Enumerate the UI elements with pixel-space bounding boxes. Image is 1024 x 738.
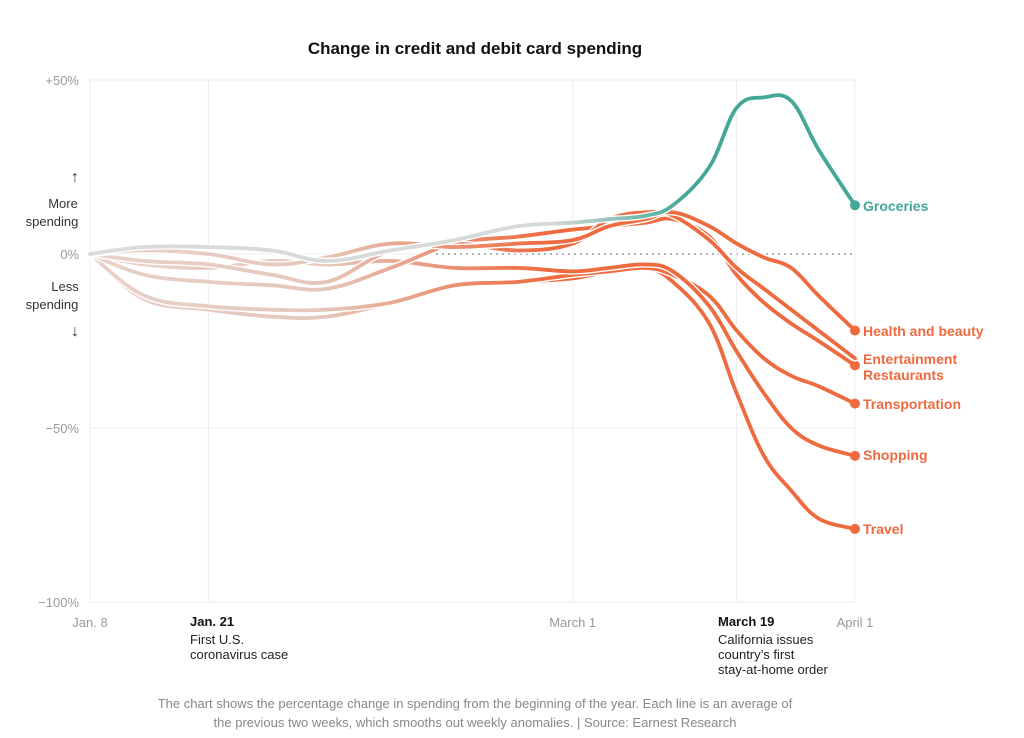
y-axis-ticks: +50% 0% −50% −100% (38, 73, 79, 610)
footnote-line-1: The chart shows the percentage change in… (158, 696, 793, 711)
series-line-travel (88, 252, 857, 531)
less-label-1: Less (51, 279, 79, 294)
up-arrow-icon: ↑ (71, 169, 79, 186)
series-line-health-and-beauty (88, 210, 857, 333)
series-label-travel: Travel (863, 521, 903, 537)
series-label-transportation: Transportation (863, 396, 961, 412)
series-end-dot (850, 360, 860, 371)
annotation-line: coronavirus case (190, 647, 288, 662)
x-tick-label: Jan. 8 (72, 615, 107, 630)
series-label-shopping: Shopping (863, 447, 928, 463)
footnote-line-2: the previous two weeks, which smooths ou… (214, 715, 737, 730)
x-axis-ticks: Jan. 8 March 1 April 1 (72, 615, 873, 630)
y-tick-label: 0% (60, 247, 79, 262)
series-end-dot (850, 450, 860, 461)
annotation-line: California issues (718, 632, 814, 647)
annotation-line: First U.S. (190, 632, 244, 647)
series-end-dot (850, 523, 860, 534)
more-label-2: spending (26, 214, 79, 229)
y-tick-label: −100% (38, 595, 79, 610)
series-line-groceries (88, 93, 857, 263)
y-axis-side-notes: ↑ More spending Less spending ↓ (26, 169, 80, 340)
less-label-2: spending (26, 297, 79, 312)
annotations: Jan. 21 First U.S.coronavirus case March 1… (190, 614, 828, 677)
annotation-title: March 19 (718, 614, 774, 629)
annotation-title: Jan. 21 (190, 614, 234, 629)
annotation-line: stay-at-home order (718, 662, 828, 677)
series-label-entertainment: Entertainment (863, 351, 957, 367)
series-line-halo (86, 250, 859, 533)
series-line-restaurants (88, 216, 857, 368)
down-arrow-icon: ↓ (71, 323, 79, 340)
series-end-dot (850, 200, 860, 211)
more-label-1: More (48, 196, 78, 211)
series-label-health-and-beauty: Health and beauty (863, 323, 984, 339)
series-end-dot (850, 325, 860, 336)
plot-frame (89, 79, 856, 603)
series-label-restaurants: Restaurants (863, 367, 944, 383)
x-tick-label: April 1 (837, 615, 874, 630)
y-tick-label: −50% (45, 421, 79, 436)
series-label-groceries: Groceries (863, 198, 929, 214)
x-tick-label: March 1 (549, 615, 596, 630)
series-end-labels: Groceries Health and beauty EntertainmentR… (863, 198, 984, 537)
annotation-line: country’s first (718, 647, 795, 662)
series-end-dot (850, 398, 860, 409)
gridlines (89, 79, 856, 603)
y-tick-label: +50% (45, 73, 79, 88)
series-lines (86, 91, 860, 534)
chart-title: Change in credit and debit card spending (308, 39, 642, 58)
